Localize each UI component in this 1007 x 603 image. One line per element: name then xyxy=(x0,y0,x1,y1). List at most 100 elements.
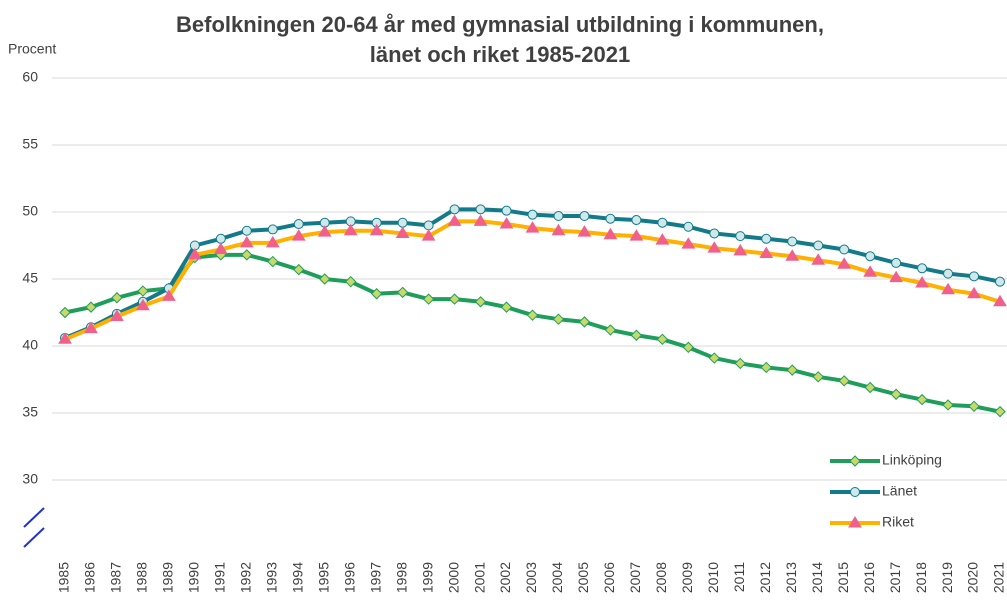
x-tick-label: 2019 xyxy=(939,562,955,593)
x-tick-label: 1996 xyxy=(341,562,357,593)
marker xyxy=(707,241,722,253)
marker xyxy=(474,296,487,308)
series-line xyxy=(64,252,1001,414)
x-tick-label: 1993 xyxy=(263,562,279,593)
marker xyxy=(786,364,798,376)
x-tick-label: 2001 xyxy=(471,562,487,593)
x-tick-label: 1998 xyxy=(393,562,409,593)
marker xyxy=(683,221,694,232)
x-tick-label: 1992 xyxy=(238,562,254,593)
marker xyxy=(708,352,721,364)
marker xyxy=(551,223,566,236)
marker xyxy=(850,487,860,497)
marker xyxy=(849,455,861,467)
marker xyxy=(759,246,774,259)
marker xyxy=(761,233,772,244)
x-tick-label: 2017 xyxy=(887,562,903,593)
marker xyxy=(969,271,980,282)
marker xyxy=(994,405,1006,418)
x-tick-label: 1989 xyxy=(160,562,176,593)
axis-break xyxy=(23,527,45,548)
marker xyxy=(319,273,331,285)
x-tick-label: 2020 xyxy=(965,562,981,593)
marker xyxy=(760,361,772,374)
x-tick-label: 1990 xyxy=(186,562,202,593)
series xyxy=(58,214,1007,344)
x-tick-label: 1987 xyxy=(108,562,124,593)
marker xyxy=(448,293,461,305)
marker xyxy=(578,316,591,328)
marker xyxy=(58,332,72,344)
x-tick-label: 2011 xyxy=(731,562,747,592)
marker xyxy=(941,282,955,295)
series-line xyxy=(64,219,1001,342)
marker xyxy=(525,221,540,233)
marker xyxy=(213,242,228,255)
y-tick-label: 55 xyxy=(22,136,38,152)
marker xyxy=(657,217,668,228)
marker xyxy=(993,294,1007,307)
marker xyxy=(889,270,903,283)
marker xyxy=(787,236,798,247)
x-tick-label: 2016 xyxy=(861,562,877,593)
marker xyxy=(630,329,643,341)
x-tick-label: 2005 xyxy=(575,562,591,593)
marker xyxy=(137,285,149,297)
x-tick-label: 2007 xyxy=(627,562,643,593)
marker xyxy=(942,399,954,411)
x-tick-label: 2018 xyxy=(913,562,929,593)
marker xyxy=(526,309,539,321)
marker xyxy=(449,204,460,215)
marker xyxy=(421,229,436,241)
marker xyxy=(447,214,462,226)
marker xyxy=(239,235,254,248)
marker xyxy=(552,313,565,325)
marker xyxy=(162,289,176,301)
legend-label: Länet xyxy=(882,483,917,499)
marker xyxy=(655,233,670,245)
marker xyxy=(291,229,306,241)
marker xyxy=(370,288,383,300)
marker xyxy=(267,255,279,268)
x-tick-label: 2009 xyxy=(679,562,695,593)
y-axis-label: Procent xyxy=(8,41,56,57)
marker xyxy=(813,240,824,251)
x-tick-label: 1997 xyxy=(367,562,383,593)
marker xyxy=(395,226,410,238)
marker xyxy=(397,217,408,228)
marker xyxy=(317,225,332,237)
marker xyxy=(864,381,876,394)
marker xyxy=(577,225,592,237)
marker xyxy=(343,223,358,236)
legend-label: Riket xyxy=(882,514,914,530)
x-tick-label: 1988 xyxy=(134,562,150,593)
marker xyxy=(891,257,902,268)
x-tick-label: 2013 xyxy=(783,562,799,593)
marker xyxy=(499,217,514,229)
marker xyxy=(215,233,226,244)
x-tick-label: 2012 xyxy=(757,562,773,593)
legend-label: Linköping xyxy=(882,452,942,468)
y-tick-label: 50 xyxy=(22,203,38,219)
marker xyxy=(967,286,981,299)
marker xyxy=(473,214,488,226)
marker xyxy=(136,298,150,311)
marker xyxy=(500,301,513,313)
marker xyxy=(735,231,746,242)
x-tick-label: 2000 xyxy=(445,562,461,593)
x-tick-label: 1986 xyxy=(82,562,98,593)
x-tick-label: 2004 xyxy=(549,562,565,593)
marker xyxy=(837,257,852,269)
x-tick-label: 1995 xyxy=(315,562,331,593)
marker xyxy=(344,275,357,288)
marker xyxy=(579,211,590,222)
marker xyxy=(187,247,202,260)
marker xyxy=(916,393,928,406)
marker xyxy=(59,306,71,319)
marker xyxy=(110,309,124,322)
marker xyxy=(369,223,384,236)
marker xyxy=(527,209,538,220)
marker xyxy=(265,235,280,248)
marker xyxy=(681,237,696,249)
